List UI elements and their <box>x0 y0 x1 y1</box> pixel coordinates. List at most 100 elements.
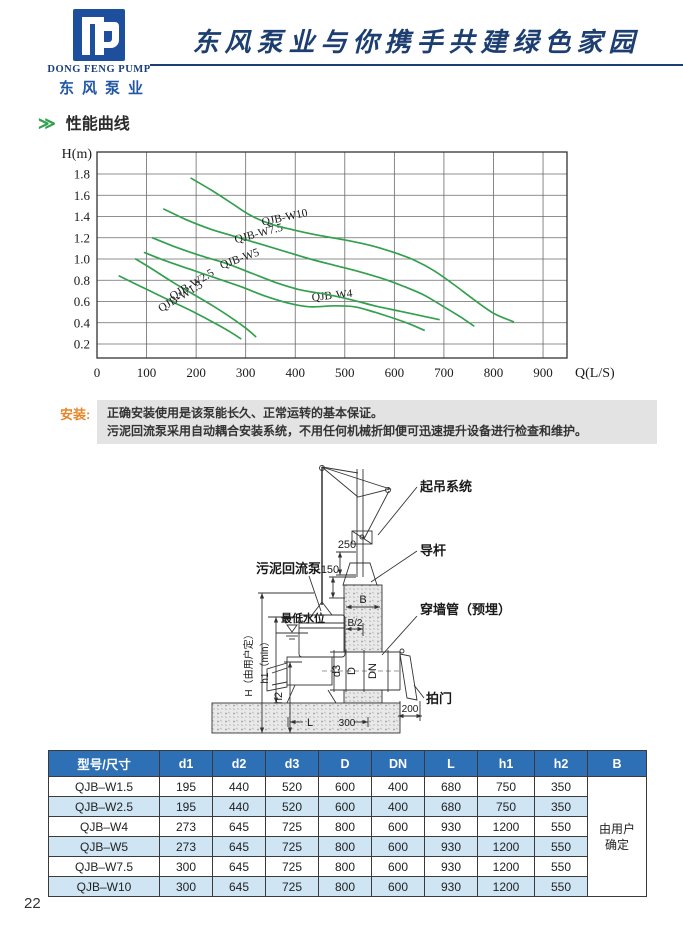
col-header-h1: h1 <box>477 750 535 777</box>
dim-DN: DN <box>367 663 379 679</box>
x-tick-label: 600 <box>385 365 405 380</box>
company-logo <box>62 8 136 69</box>
water-level-label: 最低水位 <box>281 611 325 625</box>
table-cell: 800 <box>318 876 372 897</box>
dim-h1: h1（min） <box>259 636 271 683</box>
header-rule <box>150 64 683 66</box>
dim-B: B <box>359 594 366 606</box>
company-name-en: DONG FENG PUMP <box>47 64 151 75</box>
table-cell: 350 <box>534 796 588 817</box>
table-cell: 300 <box>159 856 213 877</box>
table-cell: 520 <box>265 796 319 817</box>
table-cell-b-merged: 由用户 确定 <box>587 776 647 897</box>
table-cell: QJB–W4 <box>48 816 160 837</box>
table-cell: 350 <box>534 776 588 797</box>
col-header-B: B <box>587 750 647 777</box>
table-cell: 195 <box>159 796 213 817</box>
x-tick-label: 800 <box>484 365 504 380</box>
header-slogan: 东风泵业与你携手共建绿色家园 <box>192 28 641 58</box>
x-tick-label: 200 <box>186 365 206 380</box>
table-cell: 195 <box>159 776 213 797</box>
guide-rod-label: 导杆 <box>420 543 446 558</box>
dim-L: L <box>307 717 313 729</box>
pump-label: 污泥回流泵 <box>256 561 321 576</box>
table-row-QJB–W10: QJB–W10 300 645 725 800 600 930 1200 550 <box>48 876 647 897</box>
pump-curve-QJB-W4 <box>143 251 425 332</box>
table-cell: 550 <box>534 856 588 877</box>
col-header-D: D <box>318 750 372 777</box>
y-tick-label: 1.0 <box>74 252 90 267</box>
table-cell: 300 <box>159 876 213 897</box>
table-cell: 600 <box>371 816 425 837</box>
plot-border <box>96 151 568 359</box>
discharge-pipe <box>322 650 412 692</box>
table-cell: 930 <box>424 876 478 897</box>
table-cell: 400 <box>371 776 425 797</box>
table-cell: 1200 <box>477 876 535 897</box>
col-header-L: L <box>424 750 478 777</box>
flap-valve <box>399 648 418 701</box>
install-note-line1: 正确安装使用是该泵能长久、正常运转的基本保证。 <box>107 406 384 420</box>
table-cell: 1200 <box>477 836 535 857</box>
x-tick-label: 400 <box>285 365 305 380</box>
installation-diagram: 起吊系统 导杆 穿墙管（预埋） 拍门 污泥回流泵 最低水位 250 150 B … <box>211 465 511 734</box>
leader-lines <box>308 486 425 699</box>
install-note-label: 安装: <box>60 407 91 422</box>
dim-300: 300 <box>339 718 356 729</box>
table-cell: 725 <box>265 816 319 837</box>
table-cell: 273 <box>159 836 213 857</box>
dim-250: 250 <box>338 539 356 551</box>
table-cell: 600 <box>371 836 425 857</box>
chevron-icon: ≫ <box>38 114 56 133</box>
table-row-QJB–W5: QJB–W5 273 645 725 800 600 930 1200 550 <box>48 836 647 857</box>
x-tick-label: 900 <box>533 365 553 380</box>
table-cell: 645 <box>212 836 266 857</box>
y-tick-label: 1.8 <box>74 167 90 182</box>
hoist-label: 起吊系统 <box>419 479 472 494</box>
table-cell: QJB–W2.5 <box>48 796 160 817</box>
dim-d3: d3 <box>331 665 343 677</box>
x-tick-label: 500 <box>335 365 355 380</box>
table-cell: 750 <box>477 776 535 797</box>
dim-B2: B/2 <box>347 618 362 629</box>
dim-200: 200 <box>402 704 419 715</box>
table-cell: 400 <box>371 796 425 817</box>
table-cell: 1200 <box>477 816 535 837</box>
x-tick-label: 700 <box>434 365 454 380</box>
table-cell: 550 <box>534 816 588 837</box>
table-cell: 440 <box>212 796 266 817</box>
hoist-mast <box>319 465 392 586</box>
table-cell: QJB–W1.5 <box>48 776 160 797</box>
table-cell: QJB–W7.5 <box>48 856 160 877</box>
table-cell: QJB–W5 <box>48 836 160 857</box>
table-cell: 930 <box>424 856 478 877</box>
x-tick-label: 100 <box>137 365 157 380</box>
install-note-box <box>97 400 657 444</box>
table-cell: 800 <box>318 836 372 857</box>
col-header-d3: d3 <box>265 750 319 777</box>
y-tick-label: 1.2 <box>74 230 90 245</box>
x-tick-label: 0 <box>94 365 101 380</box>
table-cell: QJB–W10 <box>48 876 160 897</box>
y-tick-label: 0.2 <box>74 337 90 352</box>
table-cell: 600 <box>318 776 372 797</box>
dim-H: H（由用户定） <box>242 629 255 696</box>
flap-valve-label: 拍门 <box>426 691 452 706</box>
table-cell: 600 <box>318 796 372 817</box>
table-cell: 440 <box>212 776 266 797</box>
table-cell: 645 <box>212 856 266 877</box>
curve-label: QJB-W10 <box>261 207 309 228</box>
table-cell: 800 <box>318 856 372 877</box>
col-header-h2: h2 <box>534 750 588 777</box>
spec-table-body: QJB–W1.5 195 440 520 600 400 680 750 350 由用户 确定 QJB… <box>48 776 647 897</box>
table-cell: 930 <box>424 816 478 837</box>
install-note-line2: 污泥回流泵采用自动耦合安装系统，不用任何机械折卸便可迅速提升设备进行检查和维护。 <box>107 424 588 438</box>
table-cell: 600 <box>371 856 425 877</box>
dim-150: 150 <box>321 564 339 576</box>
table-cell: 550 <box>534 876 588 897</box>
pump-curve-QJB-W1.5 <box>118 275 242 340</box>
pump-curve-QJB-W5 <box>151 236 440 321</box>
